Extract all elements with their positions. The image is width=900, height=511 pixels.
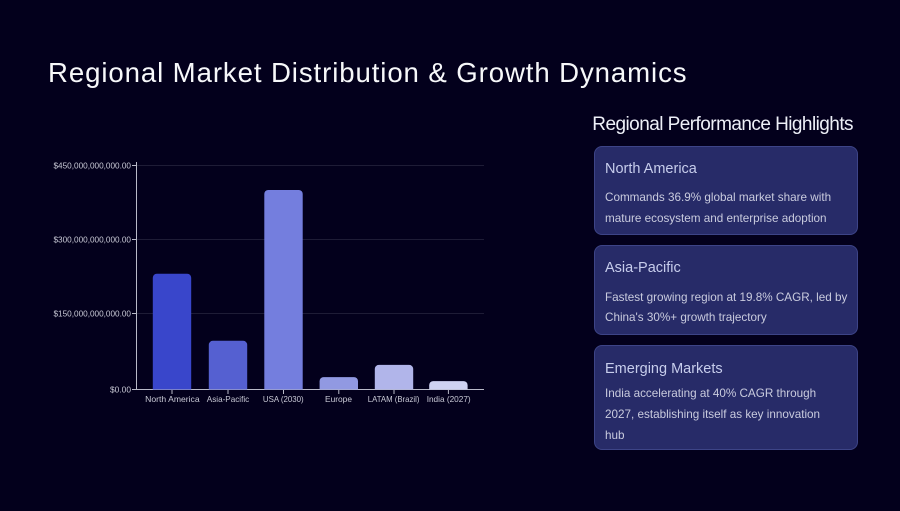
svg-text:$300,000,000,000.00: $300,000,000,000.00 <box>54 236 132 245</box>
svg-text:Europe: Europe <box>325 394 352 404</box>
svg-text:$450,000,000,000.00: $450,000,000,000.00 <box>54 162 132 171</box>
svg-text:$150,000,000,000.00: $150,000,000,000.00 <box>54 310 132 319</box>
svg-text:USA (2030): USA (2030) <box>263 394 304 404</box>
svg-text:India (2027): India (2027) <box>427 394 471 404</box>
svg-text:$0.00: $0.00 <box>110 386 131 395</box>
svg-text:North America: North America <box>145 394 200 404</box>
svg-text:Asia-Pacific: Asia-Pacific <box>207 394 249 404</box>
svg-text:LATAM (Brazil): LATAM (Brazil) <box>368 394 420 404</box>
